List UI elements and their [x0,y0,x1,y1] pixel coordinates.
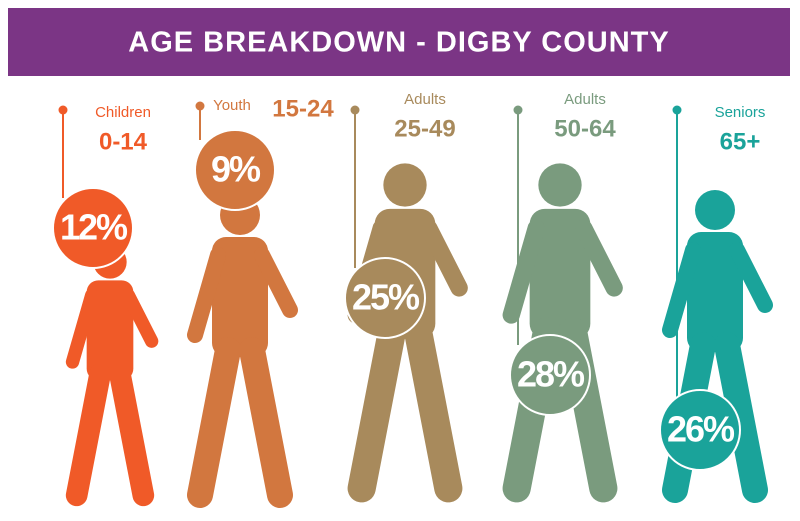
figure: 28% Adults 50-64 [510,91,616,488]
group-label: Adults [404,91,446,108]
age-range: 65+ [720,128,761,155]
age-range: 0-14 [99,128,148,155]
figure-legs [362,331,449,488]
infographic: AGE BREAKDOWN - DIGBY COUNTY 12% Children… [0,0,800,516]
page: AGE BREAKDOWN - DIGBY COUNTY 12% Children… [0,0,800,516]
figure-legs [200,350,280,495]
figure: 12% Children 0-14 [53,104,152,495]
group-label: Youth [213,97,251,114]
percent: 26% [667,409,735,450]
pointer-dot [673,106,682,115]
pointer-dot [196,102,205,111]
percent: 28% [517,354,585,395]
figure-head [695,190,735,230]
figure: 26% Seniors 65+ [660,104,765,490]
group-label: Children [95,104,151,121]
percent: 12% [60,207,128,248]
pointer-dot [514,106,523,115]
figure-legs [77,375,144,496]
figure: 25% Adults 25-49 [345,91,459,488]
group-label: Adults [564,91,606,108]
percent: 25% [352,277,420,318]
age-range: 25-49 [394,115,455,142]
figure: 9% Youth 15-24 [195,95,334,495]
figure-head [538,163,581,206]
title: AGE BREAKDOWN - DIGBY COUNTY [128,27,669,59]
age-range: 15-24 [272,95,334,122]
figure-head [383,163,426,206]
percent: 9% [211,149,261,190]
pointer-dot [59,106,68,115]
age-range: 50-64 [554,115,616,142]
pointer-dot [351,106,360,115]
group-label: Seniors [715,104,766,121]
